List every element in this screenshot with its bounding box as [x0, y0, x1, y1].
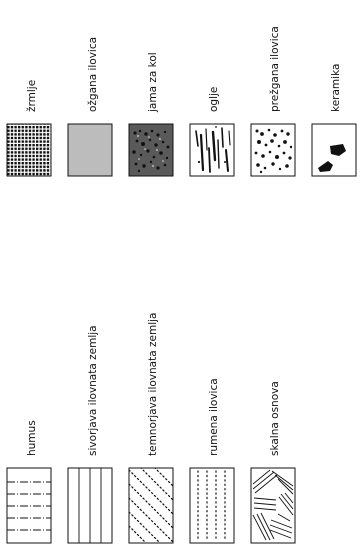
swatch-keramika: [311, 123, 357, 177]
swatch-prezgana-ilovica: [250, 123, 296, 177]
label-skalna-osnova: skalna osnova: [269, 381, 281, 456]
label-jama-za-kol: jama za kol: [147, 52, 159, 112]
swatch-humus: [6, 467, 52, 544]
swatch-skalna-osnova: [250, 467, 296, 544]
swatch-zrmlje: [6, 123, 52, 177]
swatch-sivorjava-ilovnata-zemlja: [67, 467, 113, 544]
swatch-ozgana-ilovica: [67, 123, 113, 177]
label-oglje: oglje: [208, 86, 220, 112]
swatch-oglje: [189, 123, 235, 177]
label-prezgana-ilovica: prežgana ilovica: [269, 26, 281, 112]
label-humus: humus: [26, 420, 38, 456]
label-zrmlje: žrmlje: [26, 79, 38, 112]
label-rumena-ilovica: rumena ilovica: [208, 378, 220, 456]
label-sivorjava-ilovnata-zemlja: sivorjava ilovnata zemlja: [87, 325, 99, 456]
label-keramika: keramika: [330, 63, 342, 112]
label-ozgana-ilovica: ožgana ilovica: [87, 36, 99, 112]
label-temnorjava-ilovnata-zemlja: temnorjava ilovnata zemlja: [147, 312, 159, 456]
swatch-temnorjava-ilovnata-zemlja: [128, 467, 174, 544]
swatch-rumena-ilovica: [189, 467, 235, 544]
swatch-jama-za-kol: [128, 123, 174, 177]
